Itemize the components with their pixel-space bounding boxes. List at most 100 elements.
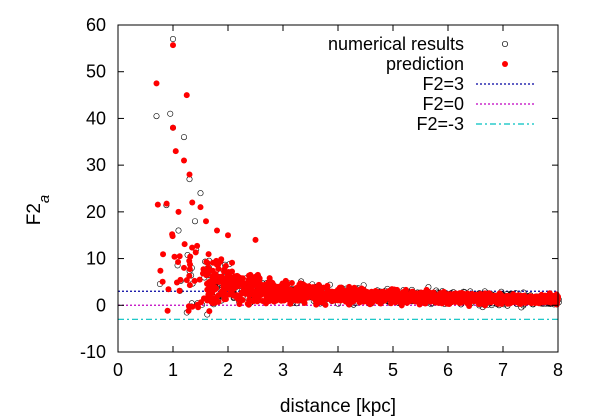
prediction-point <box>213 293 220 300</box>
prediction-point <box>211 285 218 292</box>
prediction-point <box>181 264 187 271</box>
prediction-point <box>154 201 161 208</box>
prediction-point <box>501 295 508 302</box>
prediction-point <box>252 296 259 303</box>
prediction-point <box>186 257 193 264</box>
prediction-point <box>388 297 395 304</box>
prediction-point <box>236 301 243 308</box>
prediction-point <box>224 272 231 279</box>
prediction-point <box>356 299 363 306</box>
numerical-point <box>170 36 177 43</box>
x-tick-label: 1 <box>168 360 178 380</box>
prediction-point <box>186 272 193 279</box>
prediction-point <box>443 293 450 300</box>
x-tick-label: 0 <box>113 360 123 380</box>
y-tick-label: 30 <box>86 155 106 175</box>
prediction-point <box>232 273 239 280</box>
x-tick-label: 4 <box>333 360 343 380</box>
numerical-point <box>153 113 160 120</box>
prediction-point <box>171 253 178 260</box>
prediction-point <box>189 199 196 206</box>
prediction-point <box>517 298 524 305</box>
prediction-point <box>251 273 258 280</box>
prediction-point <box>433 293 440 300</box>
y-tick-label: 40 <box>86 108 106 128</box>
prediction-point <box>181 157 187 164</box>
prediction-point <box>160 251 167 258</box>
prediction-point <box>348 299 355 306</box>
prediction-point <box>342 298 349 305</box>
prediction-point <box>197 204 204 211</box>
prediction-point <box>215 261 222 268</box>
prediction-point <box>172 148 179 155</box>
prediction-point <box>307 293 314 300</box>
x-tick-label: 7 <box>498 360 508 380</box>
prediction-point <box>222 263 229 270</box>
prediction-point <box>203 268 210 275</box>
prediction-point <box>425 292 432 299</box>
prediction-point <box>203 218 209 225</box>
prediction-point <box>186 171 193 178</box>
prediction-point <box>239 278 246 285</box>
prediction-point <box>252 236 259 243</box>
prediction-point <box>183 92 190 99</box>
x-tick-label: 8 <box>553 360 563 380</box>
prediction-point <box>230 284 237 291</box>
x-tick-label: 6 <box>443 360 453 380</box>
prediction-point <box>164 307 171 314</box>
prediction-point <box>206 308 213 315</box>
prediction-point <box>382 290 389 297</box>
prediction-point <box>511 293 518 300</box>
prediction-point <box>159 278 166 285</box>
prediction-point <box>440 288 447 295</box>
x-tick-label: 3 <box>278 360 288 380</box>
prediction-point <box>229 259 236 266</box>
prediction-point <box>379 297 386 304</box>
plot-area <box>118 36 562 320</box>
prediction-point <box>358 288 365 295</box>
prediction-point <box>282 289 289 296</box>
prediction-point <box>175 259 182 266</box>
prediction-point <box>233 292 240 299</box>
prediction-point <box>192 249 199 256</box>
numerical-point <box>181 134 188 141</box>
prediction-point <box>488 296 495 303</box>
prediction-point <box>247 271 254 278</box>
prediction-point <box>261 282 268 289</box>
prediction-point <box>328 293 335 300</box>
prediction-point <box>408 292 415 299</box>
prediction-point <box>210 259 217 266</box>
prediction-point <box>185 307 192 314</box>
prediction-point <box>229 279 236 286</box>
prediction-point <box>194 242 201 249</box>
legend-label: numerical results <box>328 34 464 54</box>
prediction-point <box>209 267 216 274</box>
legend-marker-filled <box>502 61 508 67</box>
prediction-point <box>256 276 263 283</box>
prediction-point <box>312 298 319 305</box>
prediction-point <box>350 285 357 292</box>
prediction-point <box>344 291 351 298</box>
y-axis-label: F2a <box>24 195 53 226</box>
prediction-point <box>233 280 240 287</box>
prediction-point <box>243 285 250 292</box>
prediction-point <box>239 297 246 304</box>
prediction-point <box>153 80 160 87</box>
prediction-point <box>222 296 229 303</box>
prediction-point <box>177 276 184 283</box>
prediction-point <box>206 284 213 291</box>
prediction-point <box>225 291 232 298</box>
prediction-point <box>331 297 338 304</box>
legend-label: F2=0 <box>422 94 464 114</box>
prediction-point <box>284 281 291 288</box>
prediction-point <box>404 297 411 304</box>
prediction-point <box>534 297 541 304</box>
prediction-point <box>336 290 343 297</box>
y-tick-label: 20 <box>86 202 106 222</box>
numerical-point <box>197 190 204 197</box>
prediction-point <box>216 274 223 281</box>
prediction-point <box>189 244 196 251</box>
y-tick-label: 60 <box>86 15 106 35</box>
